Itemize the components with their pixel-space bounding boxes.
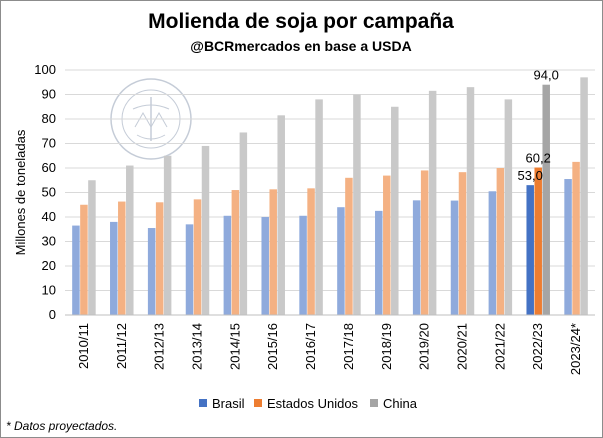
y-axis-label: Millones de toneladas (13, 129, 28, 255)
bar-china-2023-24 (580, 77, 588, 315)
x-tick-label: 2019/20 (417, 323, 432, 370)
bar-brasil-2016-17 (299, 215, 307, 315)
x-tick-label: 2017/18 (341, 323, 356, 370)
data-label-estados-unidos: 60,2 (526, 151, 551, 166)
bar-estados-unidos-2021-22 (496, 168, 505, 315)
legend-label-brasil: Brasil (212, 396, 245, 411)
x-tick-label: 2021/22 (492, 323, 507, 370)
bar-china-2013-14 (201, 145, 210, 315)
bar-estados-unidos-2022-23 (534, 167, 542, 315)
bar-brasil-2017-18 (337, 207, 345, 315)
y-tick-label: 70 (42, 136, 56, 151)
bar-brasil-2022-23 (526, 185, 534, 315)
x-tick-label: 2014/15 (227, 323, 242, 370)
x-tick-label: 2010/11 (76, 323, 91, 369)
bar-china-2011-12 (126, 165, 134, 315)
bar-estados-unidos-2018-19 (383, 175, 391, 315)
bar-brasil-2012-13 (147, 228, 156, 315)
bar-china-2019-20 (428, 90, 437, 315)
y-axis-ticks: 0 10 20 30 40 50 60 70 80 90 100 (34, 62, 56, 322)
data-label-brasil: 53,0 (518, 168, 543, 183)
legend-swatch-estados-unidos (254, 399, 262, 407)
bar-brasil-2018-19 (375, 210, 383, 315)
bar-china-2010-11 (88, 180, 96, 315)
bar-estados-unidos-2012-13 (155, 202, 164, 315)
bar-brasil-2021-22 (488, 191, 497, 315)
x-tick-label: 2011/12 (114, 323, 129, 369)
bar-brasil-2013-14 (185, 224, 194, 315)
y-tick-label: 60 (42, 160, 56, 175)
y-tick-label: 40 (42, 209, 56, 224)
x-tick-label: 2023/24* (568, 323, 583, 375)
bar-estados-unidos-2020-21 (458, 172, 467, 315)
data-label-china: 94,0 (534, 68, 559, 83)
bar-brasil-2015-16 (261, 217, 269, 315)
y-tick-label: 10 (42, 283, 56, 298)
bar-china-2015-16 (277, 115, 285, 315)
bar-china-2020-21 (466, 87, 475, 316)
chart-title: Molienda de soja por campaña (148, 10, 454, 33)
bars (72, 77, 588, 316)
bar-estados-unidos-2019-20 (420, 170, 429, 315)
y-tick-label: 0 (49, 307, 56, 322)
x-tick-label: 2020/21 (455, 323, 470, 370)
legend-label-china: China (383, 396, 418, 411)
bar-brasil-2020-21 (450, 200, 459, 315)
bar-china-2021-22 (504, 99, 513, 316)
y-tick-label: 50 (42, 185, 56, 200)
bar-china-2016-17 (315, 99, 323, 316)
bar-brasil-2023-24 (564, 179, 572, 315)
x-axis-ticks: 2010/11 2011/12 2012/13 2013/14 2014/15 2015/… (76, 323, 583, 375)
bar-china-2014-15 (239, 132, 248, 315)
footnote: * Datos proyectados. (6, 419, 117, 433)
bar-estados-unidos-2023-24 (572, 161, 580, 315)
bar-estados-unidos-2015-16 (269, 189, 277, 315)
legend-swatch-china (370, 399, 378, 407)
bar-china-2022-23 (542, 84, 550, 315)
legend-label-estados-unidos: Estados Unidos (267, 396, 359, 411)
x-tick-label: 2016/17 (303, 323, 318, 370)
bar-estados-unidos-2017-18 (345, 177, 353, 315)
data-labels: 53,0 60,2 94,0 (518, 68, 559, 183)
y-tick-label: 100 (34, 62, 56, 77)
gridlines (65, 69, 595, 291)
bar-estados-unidos-2011-12 (118, 201, 126, 315)
x-tick-label: 2012/13 (152, 323, 167, 370)
legend: Brasil Estados Unidos China (199, 396, 418, 411)
bar-brasil-2019-20 (412, 200, 421, 315)
bar-estados-unidos-2013-14 (193, 199, 202, 315)
y-tick-label: 30 (42, 234, 56, 249)
x-tick-label: 2018/19 (379, 323, 394, 370)
x-tick-label: 2013/14 (190, 323, 205, 370)
y-tick-label: 20 (42, 258, 56, 273)
legend-swatch-brasil (199, 399, 207, 407)
bar-estados-unidos-2016-17 (307, 188, 315, 315)
bar-china-2012-13 (163, 155, 172, 315)
bar-estados-unidos-2014-15 (231, 190, 240, 315)
x-tick-label: 2022/23 (530, 323, 545, 370)
bar-brasil-2014-15 (223, 215, 232, 315)
y-tick-label: 80 (42, 111, 56, 126)
x-tick-label: 2015/16 (265, 323, 280, 370)
bar-brasil-2010-11 (72, 225, 80, 315)
chart-subtitle: @BCRmercados en base a USDA (190, 38, 411, 54)
bar-china-2018-19 (391, 106, 399, 315)
bar-estados-unidos-2010-11 (80, 204, 88, 315)
bar-china-2017-18 (353, 94, 361, 315)
y-tick-label: 90 (42, 87, 56, 102)
bar-brasil-2011-12 (110, 221, 118, 315)
